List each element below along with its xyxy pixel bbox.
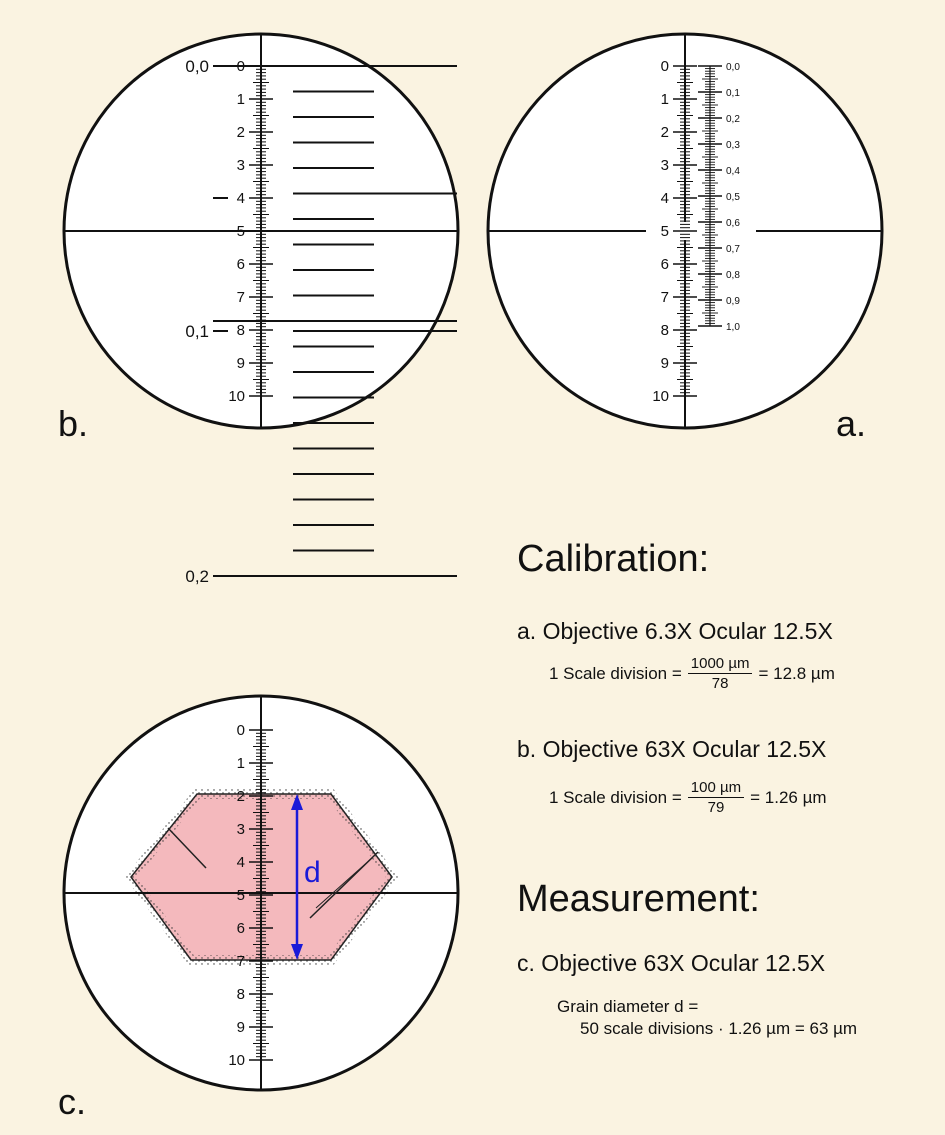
calibration-heading: Calibration: — [517, 538, 710, 580]
ocular-a-label: 10 — [652, 388, 669, 405]
ocular-c-label: 5 — [237, 887, 245, 904]
stage-label-a: 0,3 — [726, 140, 740, 151]
calibration-a-fraction: 1000 µm 78 — [687, 656, 753, 692]
calibration-b-title: b. Objective 63X Ocular 12.5X — [517, 736, 827, 762]
stage-label-a: 0,8 — [726, 270, 740, 281]
ocular-b-label: 3 — [237, 157, 245, 174]
stage-label-a: 0,6 — [726, 218, 740, 229]
calibration-b-prefix: 1 Scale division = — [549, 788, 682, 807]
stage-label-a: 0,2 — [726, 114, 740, 125]
ocular-c-label: 2 — [237, 788, 245, 805]
calibration-b-numerator: 100 µm — [687, 780, 745, 798]
calibration-b-formula: 1 Scale division = 100 µm 79 = 1.26 µm — [549, 780, 827, 815]
calibration-a-title: a. Objective 6.3X Ocular 12.5X — [517, 618, 833, 644]
ocular-b-label: 4 — [237, 190, 245, 207]
ocular-scale-labels-a: 0 1 2 3 4 5 6 7 8 9 10 — [652, 58, 669, 405]
stage-label-a: 0,7 — [726, 244, 740, 255]
ocular-b-label: 5 — [237, 223, 245, 240]
stage-label-b: 0,2 — [185, 567, 209, 586]
calibration-b-fraction: 100 µm 79 — [687, 780, 745, 816]
calibration-a-formula: 1 Scale division = 1000 µm 78 = 12.8 µm — [549, 656, 835, 691]
grain-stipple-edge — [124, 789, 399, 965]
panel-letter-a: a. — [836, 403, 867, 444]
calibration-a-denominator: 78 — [711, 675, 729, 692]
panel-a-field-of-view: 0 1 2 3 4 5 6 7 8 9 10 0,0 0,1 0,2 0,3 0,4 0,5 0,6 0,7 0,8… — [486, 32, 884, 430]
panel-c-field-of-view: 0 1 2 3 4 5 6 7 8 9 10 d — [62, 694, 460, 1092]
crosshair-gap-a — [646, 222, 756, 240]
ocular-c-label: 7 — [237, 953, 245, 970]
panel-letter-c: c. — [58, 1081, 87, 1122]
ocular-a-label: 6 — [661, 256, 669, 273]
ocular-c-label: 8 — [237, 986, 245, 1003]
cleavage-traces — [167, 827, 379, 919]
ocular-a-label: 2 — [661, 124, 669, 141]
ocular-b-label: 2 — [237, 124, 245, 141]
ocular-b-label: 1 — [237, 91, 245, 108]
ocular-b-label: 6 — [237, 256, 245, 273]
calibration-a-result: = 12.8 µm — [758, 664, 835, 683]
stage-label-a: 0,4 — [726, 166, 740, 177]
ocular-c-label: 3 — [237, 821, 245, 838]
ocular-scale-ticks-a — [673, 65, 697, 397]
ocular-c-label: 0 — [237, 722, 245, 739]
ocular-a-label: 0 — [661, 58, 669, 75]
ocular-c-label: 1 — [237, 755, 245, 772]
grain-diameter-label: d — [304, 856, 321, 889]
stage-label-a: 0,5 — [726, 192, 740, 203]
stage-micrometer-scale-a: 0,0 0,1 0,2 0,3 0,4 0,5 0,6 0,7 0,8 0,9 1,0 — [698, 62, 740, 333]
ocular-c-label: 9 — [237, 1019, 245, 1036]
measurement-line-2: 50 scale divisions · 1.26 µm = 63 µm — [580, 1019, 858, 1038]
ocular-b-label: 8 — [237, 322, 245, 339]
ocular-a-label: 1 — [661, 91, 669, 108]
ocular-a-label: 4 — [661, 190, 669, 207]
calibration-b-denominator: 79 — [707, 799, 725, 816]
ocular-a-label: 9 — [661, 355, 669, 372]
calibration-a-prefix: 1 Scale division = — [549, 664, 682, 683]
panel-letter-b: b. — [58, 403, 89, 444]
ocular-a-label: 7 — [661, 289, 669, 306]
stage-label-a: 0,9 — [726, 296, 740, 307]
grain-diameter-arrow — [291, 794, 303, 960]
measurement-line-1: Grain diameter d = — [557, 997, 699, 1016]
ocular-c-label: 10 — [228, 1052, 245, 1069]
measurement-heading: Measurement: — [517, 878, 760, 920]
ocular-b-label: 9 — [237, 355, 245, 372]
stage-label-a: 0,0 — [726, 62, 740, 73]
ocular-scale-ticks-c — [249, 729, 273, 1061]
ocular-c-label: 4 — [237, 854, 245, 871]
stage-label-b: 0,1 — [185, 322, 209, 341]
measurement-c-title: c. Objective 63X Ocular 12.5X — [517, 950, 826, 976]
ocular-scale-labels-c: 0 1 2 3 4 5 6 7 8 9 10 — [228, 722, 245, 1069]
ocular-c-label: 6 — [237, 920, 245, 937]
stage-label-a: 0,1 — [726, 88, 740, 99]
calibration-a-numerator: 1000 µm — [687, 656, 753, 674]
stage-micrometer-lines-b: 0,0 0,1 0,2 — [185, 57, 457, 586]
ocular-b-label: 10 — [228, 388, 245, 405]
ocular-b-label: 7 — [237, 289, 245, 306]
ocular-a-label: 8 — [661, 322, 669, 339]
ocular-a-label: 3 — [661, 157, 669, 174]
ocular-a-label: 5 — [661, 223, 669, 240]
stage-label-b: 0,0 — [185, 57, 209, 76]
stage-label-a: 1,0 — [726, 322, 740, 333]
calibration-b-result: = 1.26 µm — [750, 788, 827, 807]
